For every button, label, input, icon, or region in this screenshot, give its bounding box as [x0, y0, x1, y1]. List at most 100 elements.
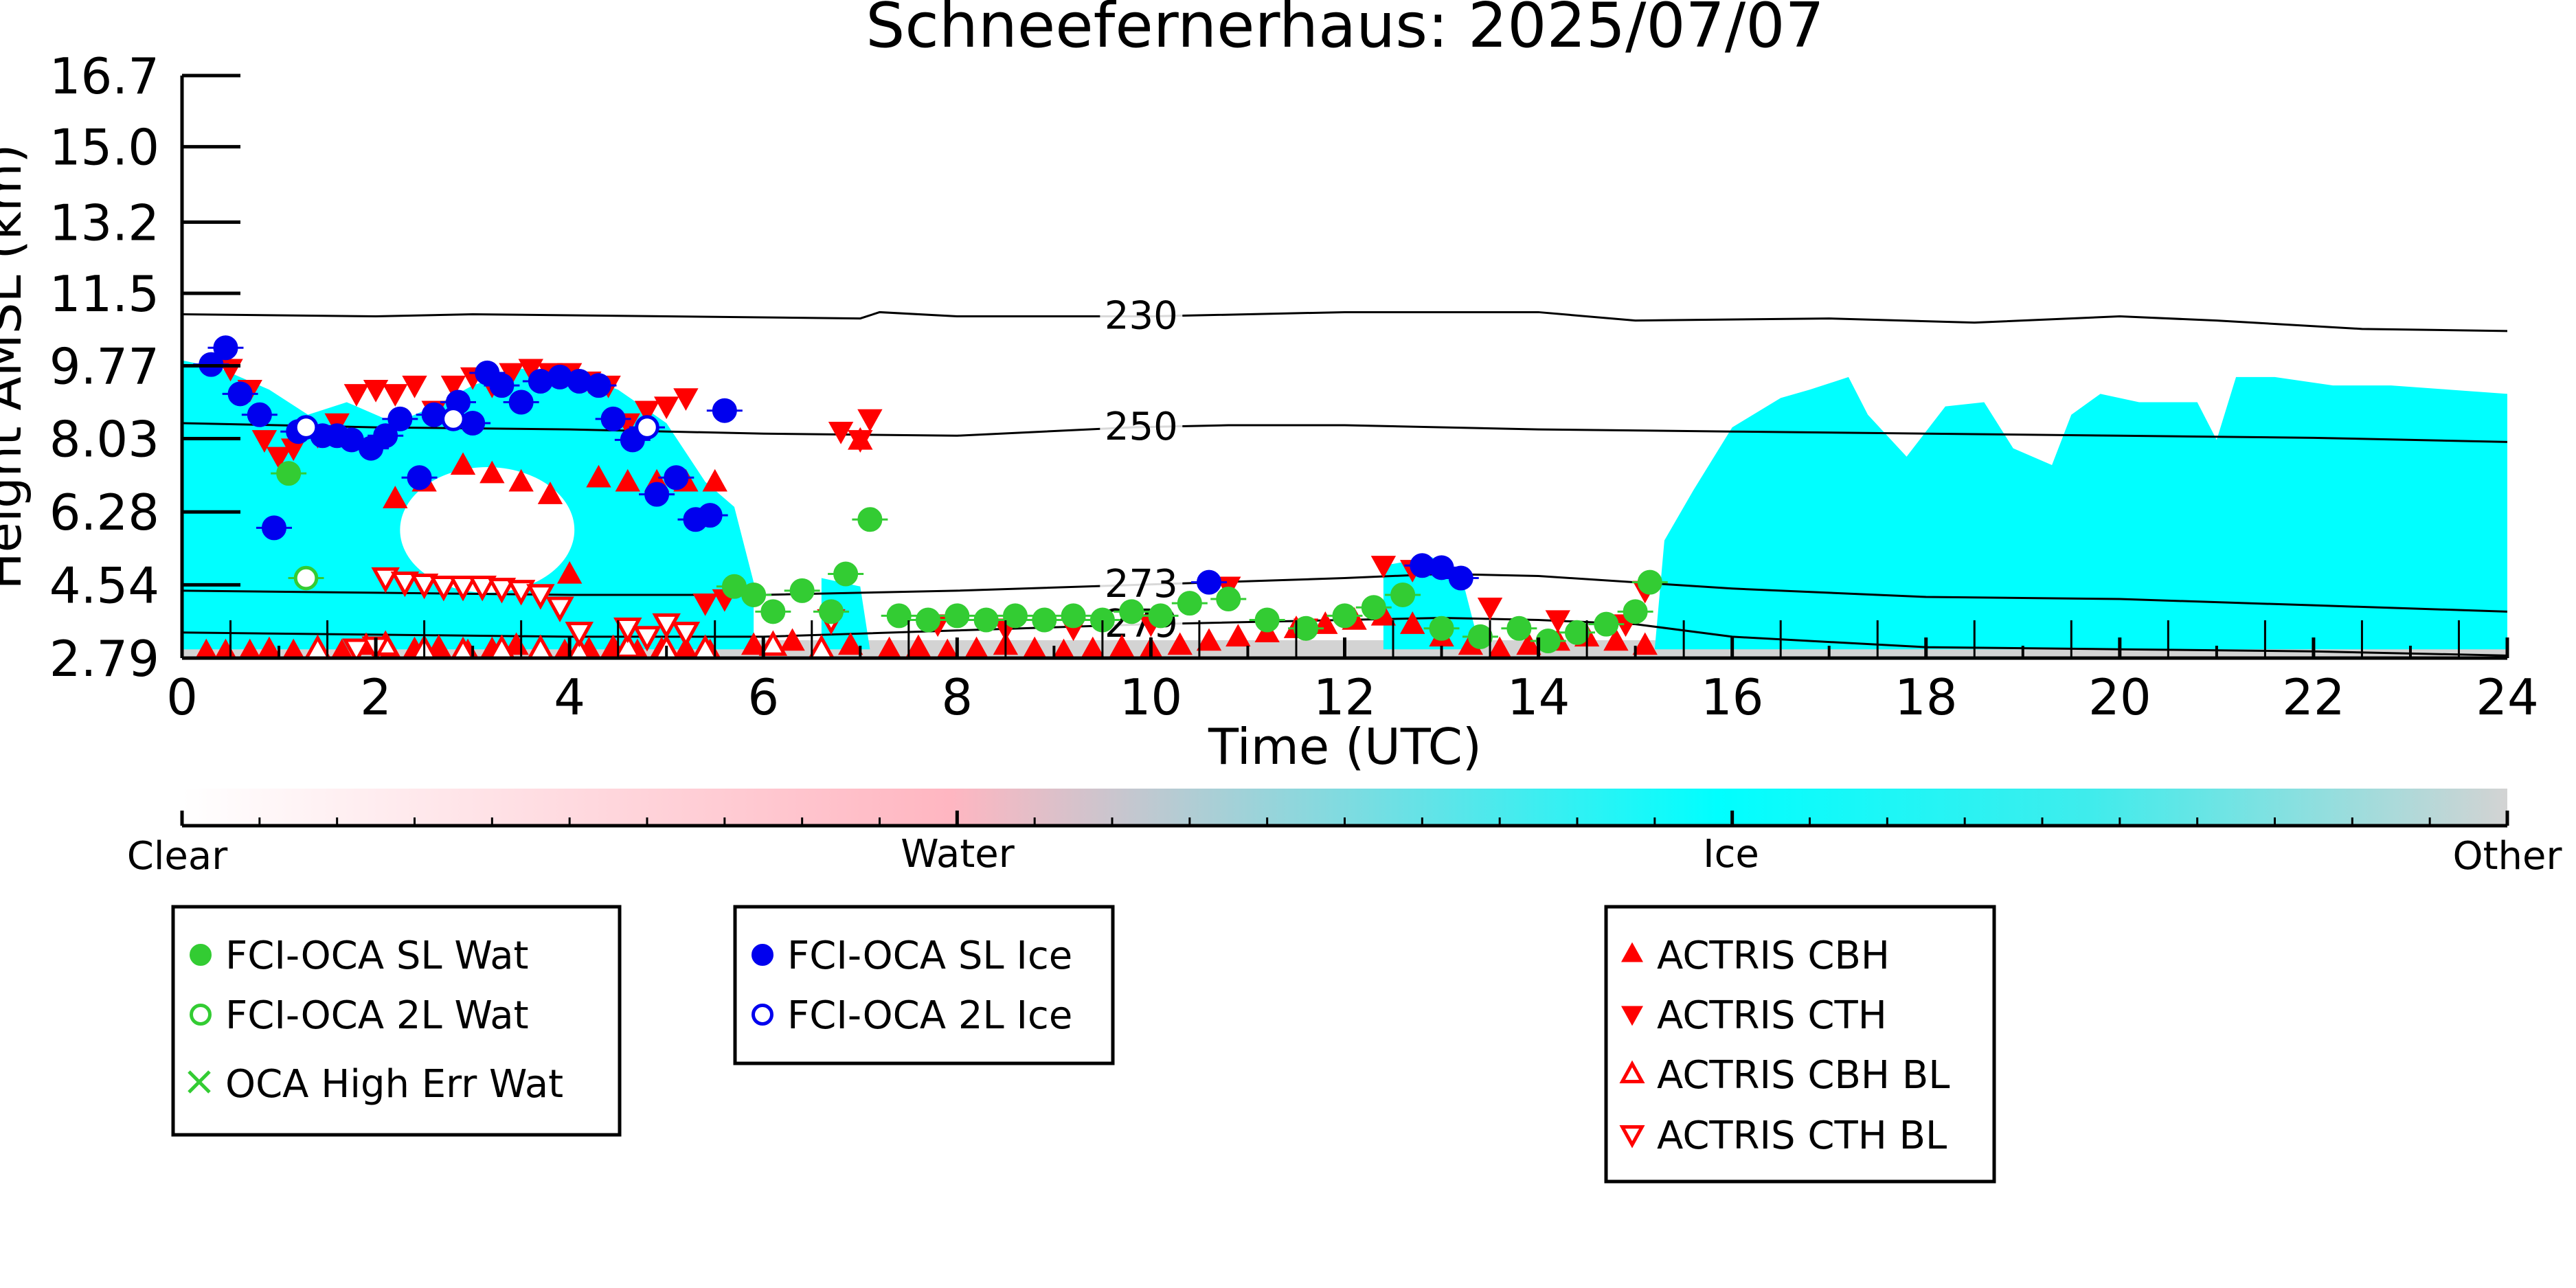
- x-tick-label: 6: [747, 668, 779, 726]
- data-point: [261, 515, 286, 541]
- data-point: [664, 465, 689, 490]
- data-point: [257, 636, 282, 658]
- data-point: [429, 576, 458, 602]
- data-point: [1177, 591, 1202, 616]
- data-point: [526, 584, 555, 610]
- data-point: [964, 636, 988, 658]
- data-point: [1487, 636, 1512, 658]
- data-point: [936, 638, 958, 658]
- legend-label: FCI-OCA SL Wat: [225, 934, 529, 978]
- x-tick-label: 12: [1313, 668, 1377, 726]
- data-point: [1637, 569, 1662, 595]
- y-axis-label: Height AMSL (km): [0, 144, 32, 590]
- data-point: [293, 565, 319, 591]
- legend-ice-retrievals: FCI-OCA SL Ice FCI-OCA 2L Ice: [733, 905, 1115, 1065]
- data-point: [383, 486, 408, 508]
- data-point: [276, 461, 302, 486]
- data-point: [916, 607, 941, 633]
- data-point: [556, 561, 583, 584]
- data-point: [390, 571, 420, 598]
- data-point: [673, 388, 699, 411]
- series-fci-oca-sl-wat: [271, 461, 1668, 654]
- data-point: [1429, 555, 1454, 580]
- data-point: [780, 628, 805, 651]
- data-point: [1429, 615, 1454, 641]
- data-point: [387, 406, 413, 431]
- data-point: [402, 375, 427, 398]
- legend-marker: [190, 944, 212, 966]
- legend-label: OCA High Err Wat: [225, 1062, 563, 1107]
- x-tick-label: 4: [554, 668, 585, 726]
- data-point: [586, 373, 611, 398]
- colorbar-label-water: Water: [901, 832, 1015, 877]
- data-point: [857, 409, 883, 432]
- data-point: [652, 613, 681, 640]
- y-tick-label: 2.79: [49, 630, 159, 688]
- data-point: [195, 638, 217, 658]
- data-point: [671, 622, 701, 648]
- legend-label: ACTRIS CBH: [1657, 934, 1890, 978]
- axes: 0 2 4 6 8 10 12 14 16 18 20 22 24 2.794.546.288.039.…: [49, 47, 2539, 726]
- data-point: [1032, 607, 1057, 633]
- x-tick-label: 20: [2088, 668, 2151, 726]
- legend-marker-glyph: [1621, 1006, 1643, 1026]
- data-point: [818, 599, 844, 624]
- y-tick-label: 13.2: [49, 194, 159, 251]
- data-point: [266, 447, 292, 470]
- data-point: [293, 415, 319, 440]
- clear-gap: [400, 467, 575, 593]
- legend-marker-glyph: [1619, 1125, 1645, 1149]
- legend-item-fci-oca-2l-wat: FCI-OCA 2L Wat: [190, 993, 529, 1038]
- legend-item-fci-oca-2l-ice: FCI-OCA 2L Ice: [752, 993, 1072, 1038]
- legend-item-actris-cbh-bl: ACTRIS CBH BL: [1619, 1053, 1950, 1098]
- colorbar: Clear Water Ice Other: [127, 789, 2562, 879]
- x-ticks: 0 2 4 6 8 10 12 14 16 18 20 22 24: [166, 620, 2539, 726]
- data-point: [613, 618, 642, 644]
- legend-marker-glyph: [752, 1004, 773, 1026]
- data-point: [634, 400, 660, 424]
- isotherm-label-bg: [1100, 565, 1183, 600]
- data-point: [633, 626, 662, 652]
- data-point: [1254, 607, 1280, 633]
- isotherm-230: [182, 310, 2507, 332]
- y-tick-label: 15.0: [49, 119, 159, 177]
- series-fci-oca-2l-ice: [288, 407, 665, 440]
- data-point: [837, 632, 863, 655]
- isotherm-label-273: 273: [1105, 562, 1178, 607]
- isotherm-273: [182, 572, 2507, 613]
- data-point: [1197, 569, 1222, 595]
- data-point: [692, 634, 719, 658]
- x-tick-label: 0: [166, 668, 198, 726]
- data-point: [760, 599, 786, 624]
- legend-actris: ACTRIS CBH ACTRIS CTH ACTRIS CBH BL ACTR…: [1604, 905, 1996, 1184]
- data-point: [440, 375, 466, 398]
- x-tick-label: 8: [941, 668, 973, 726]
- cloud-mask-layer: [182, 360, 2507, 650]
- colorbar-label-clear: Clear: [127, 834, 228, 879]
- data-point: [1109, 634, 1135, 657]
- data-point: [828, 421, 854, 444]
- data-point: [905, 634, 931, 657]
- data-point: [1565, 620, 1590, 645]
- data-point: [1390, 582, 1416, 607]
- legend-marker: [752, 1004, 773, 1026]
- data-point: [488, 634, 515, 658]
- data-point: [758, 630, 788, 656]
- data-point: [1623, 599, 1648, 624]
- data-point: [1293, 615, 1319, 641]
- y-tick-label: 11.5: [49, 265, 159, 323]
- y-tick-label: 9.77: [49, 337, 159, 395]
- isotherm-label-bg: [1100, 297, 1183, 332]
- data-point: [654, 396, 679, 420]
- data-point: [451, 636, 475, 658]
- legend-marker: [752, 944, 773, 966]
- data-point: [227, 381, 253, 407]
- data-point: [407, 465, 432, 490]
- isotherm-250: [182, 422, 2507, 443]
- data-point: [383, 384, 408, 407]
- data-point: [213, 335, 238, 361]
- chart-title: Schneefernerhaus: 2025/07/07: [866, 0, 1824, 62]
- data-point: [613, 632, 642, 658]
- cloud-region-ice-3: [1654, 376, 2507, 650]
- legend-item-oca-high-err-wat: OCA High Err Wat: [188, 1062, 563, 1107]
